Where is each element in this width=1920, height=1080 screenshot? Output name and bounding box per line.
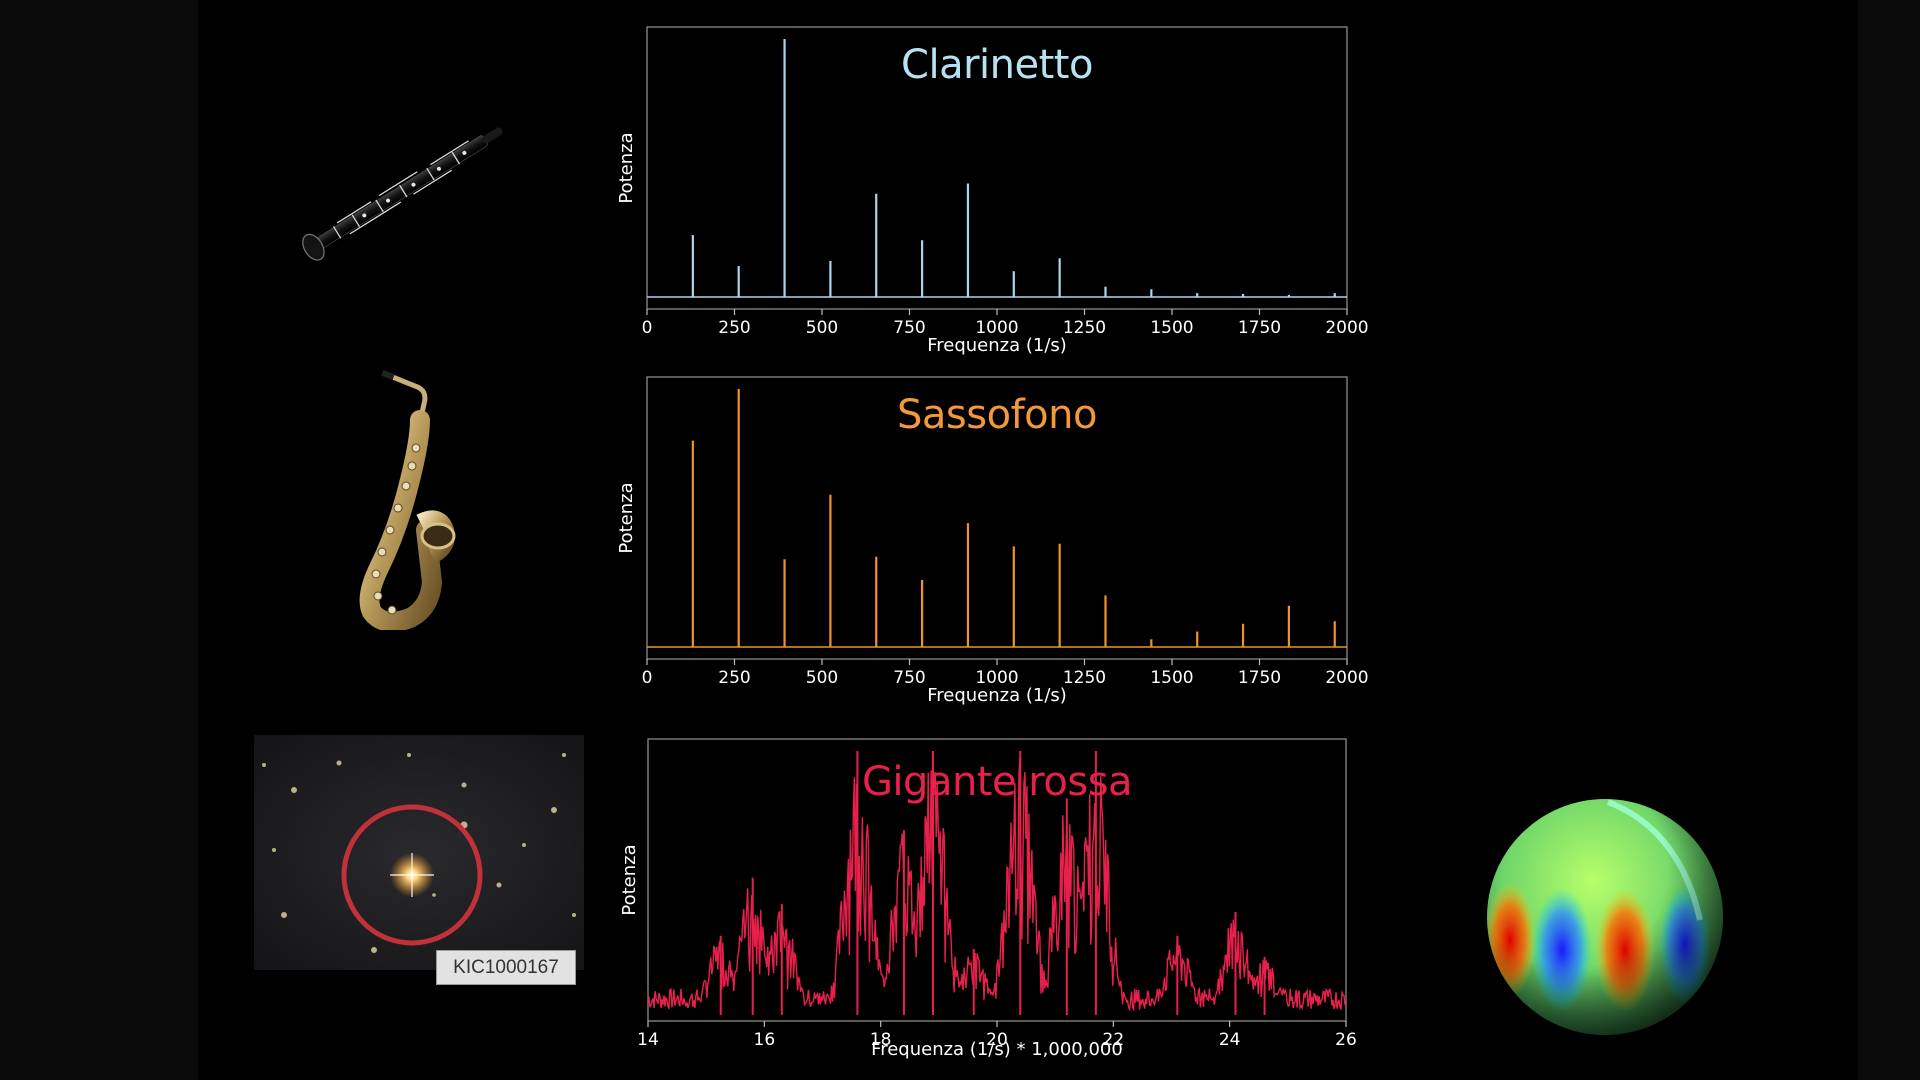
clarinet-picture: [302, 127, 503, 261]
x-tick-label: 250: [718, 318, 750, 338]
x-tick-label: 1000: [975, 318, 1018, 338]
x-tick-label: 750: [893, 318, 925, 338]
sax-spectrum-chart: Sassofono Potenza Frequenza (1/s) 0 250 50…: [616, 376, 1369, 706]
x-tick-label: 1500: [1150, 318, 1193, 338]
saxophone-picture: [359, 370, 456, 630]
x-tick-label: 1500: [1150, 668, 1193, 688]
x-ticks: 0 250 500 750 1000 1250 1500 1750 2000: [642, 309, 1369, 338]
x-ticks: 14 16 18 20 22 24 26: [637, 1021, 1357, 1050]
x-tick-label: 18: [870, 1030, 892, 1050]
x-tick-label: 2000: [1325, 318, 1368, 338]
spectrum-lines: [647, 389, 1347, 648]
x-ticks: 0 250 500 750 1000 1250 1500 1750 2000: [642, 659, 1369, 688]
x-tick-label: 22: [1103, 1030, 1125, 1050]
x-tick-label: 24: [1219, 1030, 1241, 1050]
x-tick-label: 20: [986, 1030, 1008, 1050]
x-tick-label: 250: [718, 668, 750, 688]
spectrum-lines: [647, 39, 1347, 298]
target-circle: [341, 804, 483, 946]
x-tick-label: 1000: [975, 668, 1018, 688]
chart-title: Gigante rossa: [862, 759, 1132, 805]
red-giant-spectrum-chart: Gigante rossa Potenza Frequenza (1/s) * …: [619, 738, 1357, 1060]
star-oscillation-sphere: [1487, 799, 1723, 1035]
star-field-drawing: [254, 735, 584, 970]
x-axis-label: Frequenza (1/s): [927, 335, 1067, 356]
y-axis-label: Potenza: [616, 132, 637, 203]
x-tick-label: 1250: [1063, 318, 1106, 338]
x-tick-label: 750: [893, 668, 925, 688]
clarinet-spectrum-chart: Clarinetto Potenza Frequenza (1/s) 0 250 5…: [616, 26, 1369, 356]
chart-title: Sassofono: [897, 392, 1097, 438]
x-axis-label: Frequenza (1/s): [927, 685, 1067, 706]
noise-spectrum: [647, 758, 1347, 1012]
x-tick-label: 500: [806, 318, 838, 338]
x-tick-label: 1750: [1238, 318, 1281, 338]
x-tick-label: 1250: [1063, 668, 1106, 688]
x-tick-label: 1750: [1238, 668, 1281, 688]
spectrum-lines: [647, 751, 1347, 1015]
y-axis-label: Potenza: [616, 482, 637, 553]
x-axis-label: Frequenza (1/s) * 1,000,000: [871, 1039, 1123, 1060]
x-tick-label: 0: [642, 318, 653, 338]
x-tick-label: 16: [754, 1030, 776, 1050]
chart-title: Clarinetto: [901, 42, 1093, 88]
x-tick-label: 26: [1335, 1030, 1357, 1050]
star-field-picture: KIC1000167: [254, 735, 584, 985]
x-tick-label: 2000: [1325, 668, 1368, 688]
x-tick-label: 14: [637, 1030, 659, 1050]
x-tick-label: 0: [642, 668, 653, 688]
y-axis-label: Potenza: [619, 844, 640, 915]
star-id-label: KIC1000167: [436, 950, 576, 985]
x-tick-label: 500: [806, 668, 838, 688]
